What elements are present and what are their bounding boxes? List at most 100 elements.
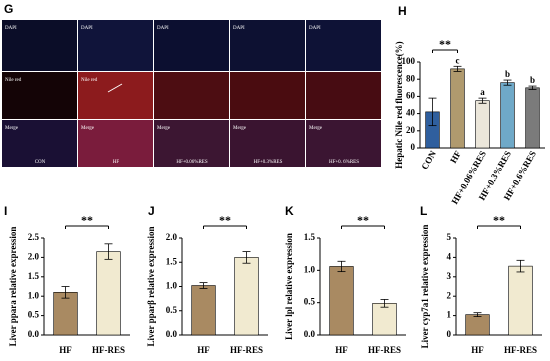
cell-label: DAPI — [5, 26, 17, 31]
y-tick-label: 0.5 — [304, 297, 316, 307]
micrograph — [306, 20, 381, 71]
panel-letter: I — [4, 204, 7, 218]
y-tick-label: 0.0 — [28, 329, 40, 339]
y-tick-label: 60 — [406, 90, 416, 100]
bar — [465, 314, 490, 336]
y-tick-label: 1 — [447, 310, 452, 320]
x-tick-label: HF-RES — [368, 345, 401, 355]
micrograph — [306, 120, 381, 167]
cell-label: DAPI — [309, 26, 321, 31]
y-tick-label: 1.0 — [28, 290, 40, 300]
micrograph — [2, 72, 77, 119]
micrograph — [78, 120, 153, 167]
y-tick-label: 3 — [447, 271, 452, 281]
bar — [329, 266, 354, 336]
y-tick-label: 2.0 — [166, 232, 178, 242]
column-label: HF+0. 6%RES — [329, 160, 359, 165]
micrograph — [230, 20, 305, 71]
bar — [500, 82, 515, 149]
panel-letter: K — [285, 204, 294, 218]
y-axis-label: Liver pparβ relative expression — [146, 227, 156, 347]
micrograph — [2, 120, 77, 167]
micrograph — [2, 20, 77, 71]
y-tick-label: 0 — [411, 142, 416, 152]
column-label: HF+0.06%RES — [176, 160, 208, 165]
significance-letter: b — [505, 69, 510, 79]
y-tick-label: 1.5 — [166, 256, 178, 266]
column-label: CON — [35, 160, 46, 165]
arrow — [107, 83, 123, 93]
y-axis-label: Liver ppara relative expression — [8, 227, 18, 347]
bar — [525, 87, 540, 149]
x-tick-label: HF-RES — [504, 345, 537, 355]
bar — [450, 68, 465, 149]
annotation: ** — [439, 37, 451, 51]
y-tick-label: 0.0 — [304, 329, 316, 339]
y-tick-label: 1.5 — [304, 232, 316, 242]
cell-label: Merge — [5, 126, 19, 131]
cell-label: Nile red — [81, 78, 98, 83]
y-tick-label: 4 — [447, 251, 452, 261]
bar — [191, 285, 216, 336]
micrograph — [154, 20, 229, 71]
x-tick-label: HF — [471, 345, 484, 355]
x-tick-label: HF — [448, 149, 463, 165]
y-tick-label: 1.5 — [28, 271, 40, 281]
micrograph — [230, 120, 305, 167]
x-tick-label: HF — [59, 345, 72, 355]
annotation: ** — [493, 213, 505, 227]
column-label: HF+0.3%RES — [254, 160, 283, 165]
x-tick-label: CON — [419, 149, 438, 172]
y-tick-label: 2.0 — [28, 251, 40, 261]
significance-letter: b — [530, 75, 535, 85]
bar — [372, 303, 397, 336]
significance-letter: a — [480, 87, 485, 97]
micrograph — [306, 72, 381, 119]
cell-label: Merge — [81, 126, 95, 131]
y-tick-label: 5 — [447, 232, 452, 242]
micrograph — [154, 72, 229, 119]
y-tick-label: 0.5 — [28, 310, 40, 320]
annotation: ** — [81, 213, 93, 227]
y-axis-label: Liver lpl relative expression — [284, 233, 294, 340]
x-tick-label: HF — [197, 345, 210, 355]
y-tick-label: 0.0 — [166, 329, 178, 339]
significance-letter: c — [456, 55, 460, 65]
micrograph — [78, 20, 153, 71]
y-axis-label: Hepatic Nile red fluorescence(%) — [394, 41, 404, 168]
y-tick-label: 1.0 — [166, 281, 178, 291]
panel-letter: H — [398, 4, 407, 18]
y-tick-label: 20 — [406, 125, 416, 135]
cell-label: Merge — [233, 126, 247, 131]
cell-label: DAPI — [81, 26, 93, 31]
y-tick-label: 80 — [406, 73, 416, 83]
cell-label: Merge — [309, 126, 323, 131]
x-tick-label: HF-RES — [92, 345, 125, 355]
y-tick-label: 0 — [447, 329, 452, 339]
panel-letter: G — [4, 2, 13, 16]
panel-letter: L — [420, 204, 427, 218]
micrograph — [154, 120, 229, 167]
bar — [508, 265, 533, 336]
x-tick-label: HF-RES — [230, 345, 263, 355]
annotation: ** — [219, 213, 231, 227]
cell-label: DAPI — [233, 26, 245, 31]
cell-label: DAPI — [157, 26, 169, 31]
y-tick-label: 0.5 — [166, 305, 178, 315]
x-tick-label: HF — [335, 345, 348, 355]
bar — [96, 251, 121, 336]
micrograph — [78, 72, 153, 119]
y-tick-label: 40 — [406, 108, 416, 118]
column-label: HF — [113, 160, 120, 165]
cell-label: Nile red — [5, 78, 22, 83]
panel-letter: J — [148, 204, 155, 218]
y-tick-label: 100 — [402, 56, 416, 66]
y-axis-label: Liver cyp7a1 relative expression — [420, 225, 430, 349]
annotation: ** — [357, 213, 369, 227]
y-tick-label: 1.0 — [304, 264, 316, 274]
bar — [475, 100, 490, 149]
y-tick-label: 2 — [447, 290, 452, 300]
bar — [53, 292, 78, 336]
bar — [234, 257, 259, 336]
